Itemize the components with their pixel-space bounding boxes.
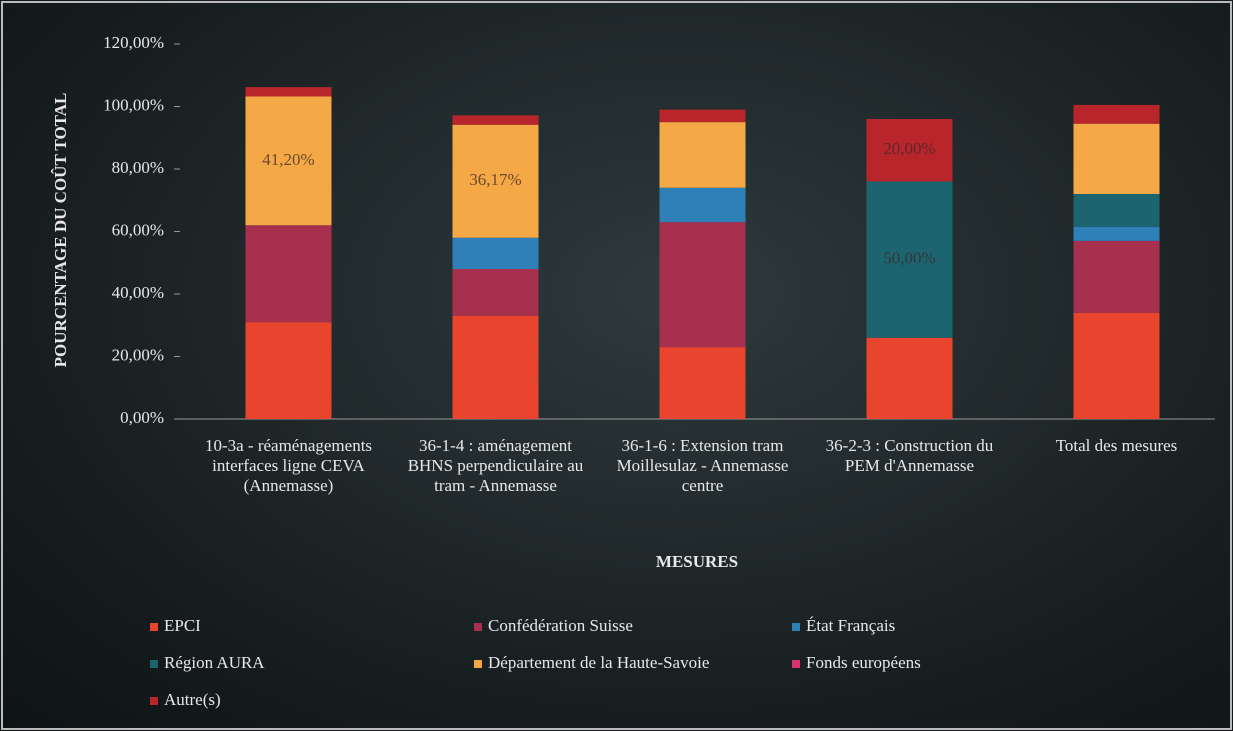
legend-swatch: [150, 623, 158, 631]
value-label: 50,00%: [883, 249, 935, 268]
bar-segment: [245, 225, 332, 323]
bar-segment: [1073, 194, 1160, 227]
legend-swatch: [792, 660, 800, 668]
bar-segment: [245, 96, 332, 226]
y-tick-label: 100,00%: [103, 95, 164, 114]
bar-segment: [659, 222, 746, 348]
legend-swatch: [150, 697, 158, 705]
bar-segment: [1073, 240, 1160, 313]
legend-label: Fonds européens: [806, 653, 921, 672]
bar-segment: [659, 122, 746, 188]
y-tick-label: 60,00%: [112, 220, 164, 239]
bar-segment: [659, 347, 746, 419]
bar-segment: [452, 115, 539, 125]
bar-segment: [245, 322, 332, 419]
y-axis-title: POURCENTAGE DU COÛT TOTAL: [51, 93, 70, 368]
bar-segment: [1073, 104, 1160, 124]
legend-swatch: [474, 660, 482, 668]
y-tick-label: 80,00%: [112, 158, 164, 177]
x-tick-label: 36-1-4 : aménagement BHNS perpendiculair…: [407, 436, 584, 495]
x-tick-label: 36-1-6 : Extension tram Moillesulaz - An…: [616, 436, 789, 495]
value-label: 20,00%: [883, 139, 935, 158]
bar-segment: [659, 109, 746, 123]
legend-label: État Français: [806, 616, 895, 635]
bar-segment: [452, 124, 539, 238]
value-label: 36,17%: [469, 170, 521, 189]
legend-label: EPCI: [164, 616, 201, 635]
bar-segment: [1073, 123, 1160, 194]
bar-segment: [659, 187, 746, 223]
bar-segment: [452, 269, 539, 316]
value-label: 41,20%: [262, 150, 314, 169]
y-tick-label: 0,00%: [120, 408, 164, 427]
x-tick-label: Total des mesures: [1055, 436, 1178, 455]
legend-swatch: [474, 623, 482, 631]
bar-segment: [866, 337, 953, 419]
y-tick-label: 20,00%: [112, 345, 164, 364]
bar-segment: [1073, 226, 1160, 241]
legend-swatch: [792, 623, 800, 631]
bar-segment: [245, 87, 332, 97]
bar-segment: [452, 315, 539, 419]
y-tick-label: 120,00%: [103, 33, 164, 52]
legend-label: Département de la Haute-Savoie: [488, 653, 709, 672]
x-axis-title: MESURES: [656, 552, 738, 571]
bar-segment: [866, 181, 953, 338]
bar-segment: [452, 237, 539, 269]
y-tick-label: 40,00%: [112, 283, 164, 302]
x-tick-label: 36-2-3 : Construction du PEM d'Annemasse: [825, 436, 994, 475]
x-tick-label: 10-3a - réaménagements interfaces ligne …: [204, 436, 373, 495]
legend-swatch: [150, 660, 158, 668]
legend-label: Autre(s): [164, 690, 221, 709]
bar-segment: [866, 119, 953, 182]
legend-label: Région AURA: [164, 653, 265, 672]
legend-label: Confédération Suisse: [488, 616, 633, 635]
bar-segment: [1073, 312, 1160, 419]
